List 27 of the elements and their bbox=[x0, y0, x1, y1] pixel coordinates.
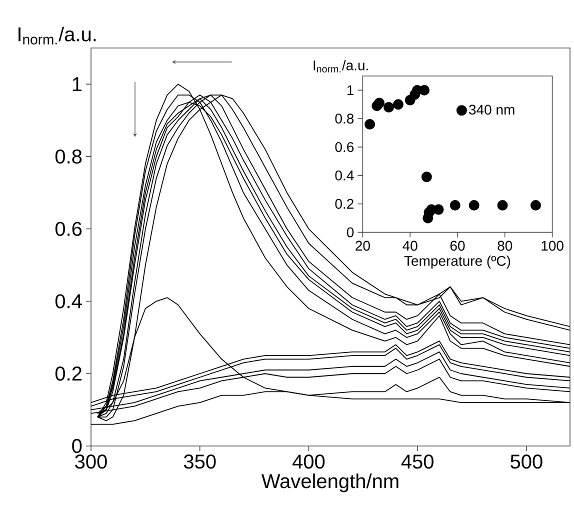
x-tick-label: 100 bbox=[542, 240, 564, 251]
x-axis-title: Temperature (ºC) bbox=[404, 256, 510, 269]
x-tick-label: 400 bbox=[292, 454, 325, 469]
y-tick-label: 0.6 bbox=[335, 142, 354, 152]
y-tick-label: 0.6 bbox=[55, 222, 82, 236]
y-tick-label: 0.2 bbox=[55, 366, 82, 381]
y-tick-label: 0.8 bbox=[335, 114, 354, 124]
x-tick-label: 450 bbox=[401, 454, 434, 469]
x-tick-label: 20 bbox=[356, 240, 370, 251]
x-tick-label: 300 bbox=[75, 454, 107, 469]
legend-label: 340 nm bbox=[469, 104, 514, 115]
y-axis-title: I$_{norm.}$/a.u. bbox=[18, 26, 96, 44]
y-tick-label: 0.4 bbox=[55, 294, 82, 308]
x-tick-label: 60 bbox=[450, 240, 465, 251]
y-tick-label: 0.2 bbox=[335, 198, 354, 209]
y-axis-title: I$_{norm.}$/a.u. bbox=[314, 60, 368, 72]
x-tick-label: 350 bbox=[184, 454, 216, 469]
y-tick-label: 0 bbox=[346, 227, 354, 238]
y-tick-label: 0 bbox=[72, 438, 82, 454]
x-tick-label: 80 bbox=[498, 240, 512, 251]
y-tick-label: 0.4 bbox=[335, 170, 354, 180]
x-tick-label: 40 bbox=[402, 240, 418, 251]
x-axis-title: Wavelength/nm bbox=[261, 474, 398, 492]
y-tick-label: 1 bbox=[72, 77, 82, 92]
y-tick-label: 1 bbox=[347, 85, 354, 96]
x-tick-label: 500 bbox=[510, 454, 542, 469]
y-tick-label: 0.8 bbox=[55, 149, 82, 164]
